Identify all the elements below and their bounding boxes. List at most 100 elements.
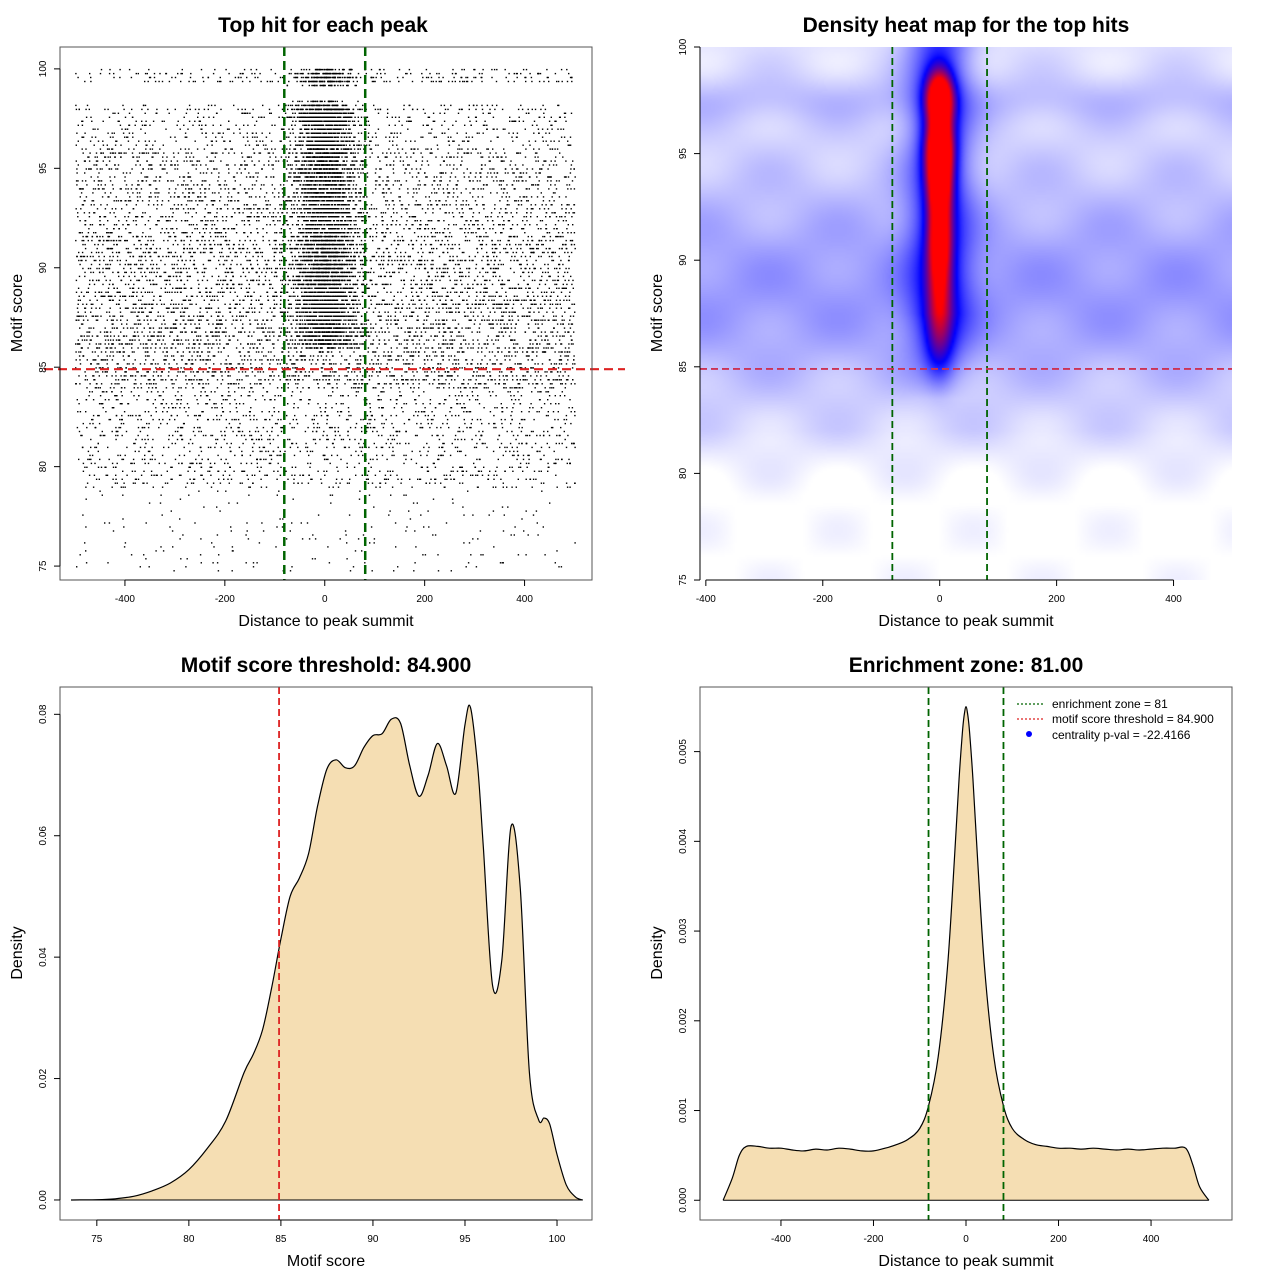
scatter-point [147, 108, 149, 111]
scatter-point [280, 466, 282, 468]
scatter-point [95, 307, 97, 309]
scatter-point [210, 434, 212, 437]
scatter-point [562, 243, 564, 246]
scatter-point [76, 399, 78, 401]
scatter-point [522, 239, 524, 242]
scatter-point [132, 208, 135, 210]
scatter-point [436, 426, 438, 429]
scatter-point [445, 172, 447, 174]
scatter-point [209, 243, 211, 246]
scatter-point [265, 418, 267, 421]
scatter-point [412, 279, 415, 282]
scatter-point [466, 363, 469, 365]
scatter-point [85, 108, 87, 111]
scatter-point [379, 470, 381, 472]
scatter-point [372, 426, 375, 429]
scatter-point [516, 76, 518, 79]
scatter-point [82, 355, 84, 357]
scatter-point [172, 243, 174, 246]
scatter-point [179, 275, 181, 278]
scatter-point [424, 228, 427, 230]
scatter-point [116, 395, 118, 397]
scatter-point [131, 347, 133, 349]
scatter-point [487, 112, 490, 114]
scatter-point [285, 156, 287, 158]
scatter-point [360, 132, 363, 134]
scatter-point [521, 367, 523, 369]
scatter-point [243, 224, 246, 226]
scatter-point [92, 418, 94, 421]
scatter-point [136, 279, 138, 282]
scatter-point [192, 478, 195, 480]
scatter-point [210, 446, 212, 449]
scatter-point [231, 148, 233, 150]
scatter-point [124, 271, 126, 274]
scatter-point [409, 116, 411, 118]
scatter-point [300, 259, 302, 262]
scatter-point [87, 291, 89, 293]
scatter-point [161, 200, 164, 202]
scatter-point [258, 275, 260, 278]
scatter-point [172, 180, 174, 182]
scatter-point [432, 112, 435, 114]
scatter-point [275, 156, 277, 158]
scatter-point [188, 176, 190, 178]
scatter-point [561, 287, 563, 289]
scatter-point [194, 267, 196, 270]
scatter-point [438, 220, 440, 222]
scatter-point [436, 387, 438, 389]
scatter-point [480, 311, 482, 313]
scatter-point [236, 411, 238, 413]
scatter-point [370, 466, 372, 468]
scatter-point [306, 450, 308, 453]
scatter-point [107, 232, 109, 234]
scatter-point [191, 442, 194, 445]
scatter-point [523, 379, 525, 381]
scatter-point [453, 224, 455, 226]
scatter-point [195, 200, 197, 202]
scatter-point [525, 172, 528, 174]
scatter-point [412, 224, 414, 226]
scatter-point [310, 184, 312, 186]
scatter-point [388, 331, 390, 333]
scatter-point [128, 232, 130, 234]
scatter-point [352, 152, 354, 154]
scatter-point [476, 275, 479, 278]
scatter-point [311, 478, 313, 480]
scatter-point [317, 403, 319, 405]
scatter-point [120, 152, 123, 154]
scatter-point [502, 263, 504, 266]
scatter-point [428, 196, 430, 198]
scatter-point [482, 132, 484, 134]
scatter-point [109, 68, 111, 71]
scatter-point [124, 116, 127, 118]
scatter-point [119, 152, 121, 154]
scatter-point [529, 287, 531, 289]
scatter-point [175, 140, 177, 142]
scatter-point [554, 148, 556, 150]
scatter-point [512, 470, 514, 472]
scatter-point [524, 367, 527, 369]
scatter-point [451, 339, 454, 341]
scatter-point [498, 383, 500, 385]
scatter-point [542, 164, 544, 166]
scatter-point [528, 411, 530, 413]
scatter-point [378, 371, 380, 373]
scatter-point [420, 263, 423, 266]
scatter-point [116, 255, 119, 258]
scatter-point [525, 243, 528, 246]
scatter-point [433, 120, 436, 122]
scatter-point [197, 403, 199, 405]
scatter-point [194, 108, 197, 111]
scatter-point [92, 271, 95, 274]
scatter-point [387, 478, 389, 480]
scatter-point [288, 319, 290, 321]
scatter-point [198, 347, 200, 349]
scatter-point [517, 259, 519, 262]
scatter-point [436, 204, 439, 206]
scatter-point [95, 160, 98, 162]
scatter-point [278, 411, 280, 413]
scatter-point [525, 355, 528, 357]
scatter-point [406, 343, 408, 345]
scatter-point [222, 331, 225, 333]
